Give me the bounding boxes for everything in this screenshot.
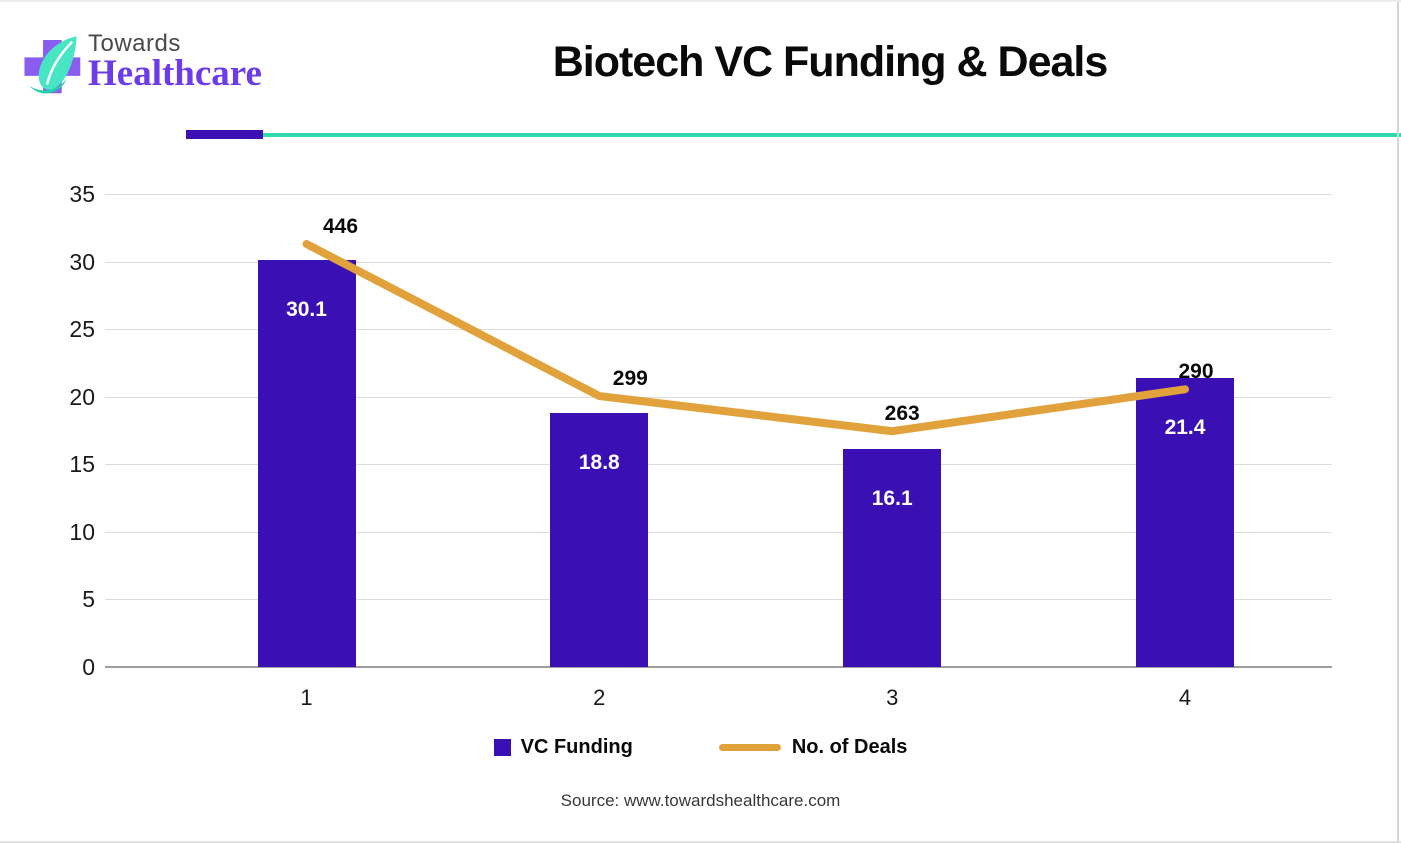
divider-accent-bar [186, 130, 263, 139]
source-text: Source: www.towardshealthcare.com [560, 791, 841, 810]
vc-funding-bar [843, 449, 942, 667]
y-tick-label: 30 [69, 248, 95, 275]
y-tick-label: 0 [82, 654, 95, 680]
y-tick-label: 10 [69, 518, 95, 545]
y-tick-label: 35 [69, 181, 95, 207]
line-swatch-icon [718, 743, 781, 751]
y-tick-label: 15 [69, 451, 95, 478]
chart-title: Biotech VC Funding & Deals [552, 38, 1109, 86]
y-gridline [105, 599, 1332, 601]
bar-value-label: 18.8 [578, 450, 620, 474]
window-right-edge [1397, 2, 1399, 843]
x-axis-line [105, 666, 1332, 668]
x-tick-label: 2 [593, 685, 606, 710]
x-tick-label: 4 [1178, 685, 1192, 710]
bar-value-label: 30.1 [286, 298, 327, 322]
divider-rule-line [263, 133, 1401, 137]
y-gridline [105, 464, 1332, 466]
y-gridline [105, 194, 1332, 195]
legend-item: VC Funding [493, 735, 633, 759]
legend-item: No. of Deals [718, 735, 908, 759]
window-bottom-edge [0, 841, 1401, 843]
vc-funding-bar [257, 260, 356, 667]
cross-leaf-icon [24, 36, 81, 94]
deals-line [302, 240, 1189, 436]
y-tick-label: 5 [82, 586, 95, 613]
deals-point-label: 263 [884, 402, 920, 426]
y-tick-label: 20 [69, 383, 95, 410]
deals-point-label: 290 [1178, 360, 1214, 384]
bar-value-label: 16.1 [871, 487, 913, 511]
legend-label: VC Funding [520, 735, 633, 758]
bar-value-label: 21.4 [1164, 415, 1206, 439]
deals-point-label: 446 [322, 215, 359, 238]
chart-legend: VC Funding No. of Deals [0, 730, 1401, 764]
square-swatch-icon [493, 738, 511, 756]
legend-label: No. of Deals [791, 735, 908, 758]
vc-funding-bar [550, 412, 649, 667]
deals-point-label: 299 [612, 367, 648, 391]
y-gridline [105, 531, 1332, 533]
brand-logo: Towards Healthcare [22, 24, 282, 114]
x-tick-label: 1 [300, 685, 313, 710]
logo-healthcare-text: Healthcare [88, 53, 262, 94]
logo-towards-text: Towards [88, 30, 181, 57]
x-tick-label: 3 [886, 685, 899, 710]
y-tick-label: 25 [69, 316, 95, 343]
